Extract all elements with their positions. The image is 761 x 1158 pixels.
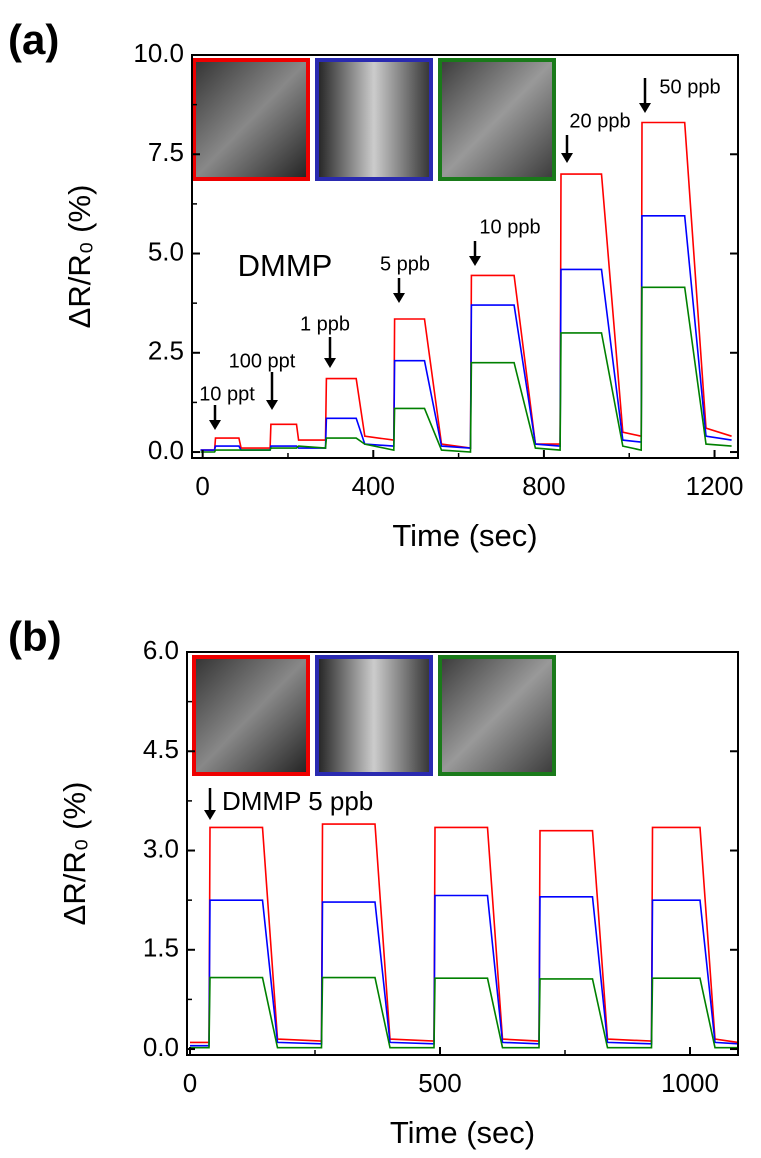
arrow-head	[324, 358, 336, 368]
y-tick-label: 10.0	[133, 38, 184, 68]
y-tick-label: 2.5	[148, 336, 184, 366]
x-tick-label: 0	[195, 471, 209, 501]
arrow-head	[209, 420, 221, 430]
annotation: 50 ppb	[659, 76, 720, 98]
annotation: 5 ppb	[380, 253, 430, 275]
data-line	[190, 823, 739, 1044]
sem-image	[315, 58, 433, 181]
arrow-head	[561, 153, 573, 163]
sem-image	[192, 58, 310, 181]
y-tick-label: 7.5	[148, 137, 184, 167]
annotation: DMMP 5 ppb	[222, 786, 373, 816]
y-tick-label: 5.0	[148, 236, 184, 266]
panel-label: (b)	[8, 613, 62, 660]
arrow-head	[469, 256, 481, 266]
y-tick-label: 6.0	[143, 635, 179, 665]
annotation: 20 ppb	[569, 110, 630, 132]
y-axis-label: ΔR/R₀ (%)	[62, 185, 97, 329]
arrow-head	[266, 400, 278, 410]
annotation: 1 ppb	[300, 313, 350, 335]
y-tick-label: 4.5	[143, 734, 179, 764]
sem-image	[438, 655, 556, 776]
x-tick-label: 1200	[686, 471, 744, 501]
annotation: DMMP	[238, 248, 333, 283]
y-tick-label: 0.0	[143, 1032, 179, 1062]
plot-frame	[186, 651, 739, 1056]
data-line	[190, 894, 739, 1047]
x-axis-label: Time (sec)	[392, 518, 537, 553]
annotation: 10 ppb	[479, 216, 540, 238]
data-line	[200, 286, 732, 453]
insets-a	[192, 58, 556, 181]
arrow-head	[204, 810, 216, 820]
arrow-head	[639, 103, 651, 113]
data-line	[190, 976, 738, 1049]
x-tick-label: 800	[522, 471, 565, 501]
arrow-head	[393, 293, 405, 303]
sem-image	[438, 58, 556, 181]
data-line	[200, 121, 732, 451]
y-tick-label: 3.0	[143, 833, 179, 863]
x-tick-label: 400	[352, 471, 395, 501]
x-tick-label: 500	[418, 1068, 461, 1098]
y-tick-label: 1.5	[143, 933, 179, 963]
panel-label: (a)	[8, 16, 59, 63]
y-tick-label: 0.0	[148, 435, 184, 465]
plot-frame	[191, 54, 739, 459]
sem-image	[315, 655, 433, 776]
annotation: 10 ppt	[199, 383, 255, 405]
x-axis-label: Time (sec)	[390, 1115, 535, 1150]
sem-image	[192, 655, 310, 776]
annotation: 100 ppt	[229, 350, 296, 372]
y-axis-label: ΔR/R₀ (%)	[57, 782, 92, 926]
insets-b	[192, 655, 556, 776]
x-tick-label: 0	[183, 1068, 197, 1098]
x-tick-label: 1000	[661, 1068, 719, 1098]
